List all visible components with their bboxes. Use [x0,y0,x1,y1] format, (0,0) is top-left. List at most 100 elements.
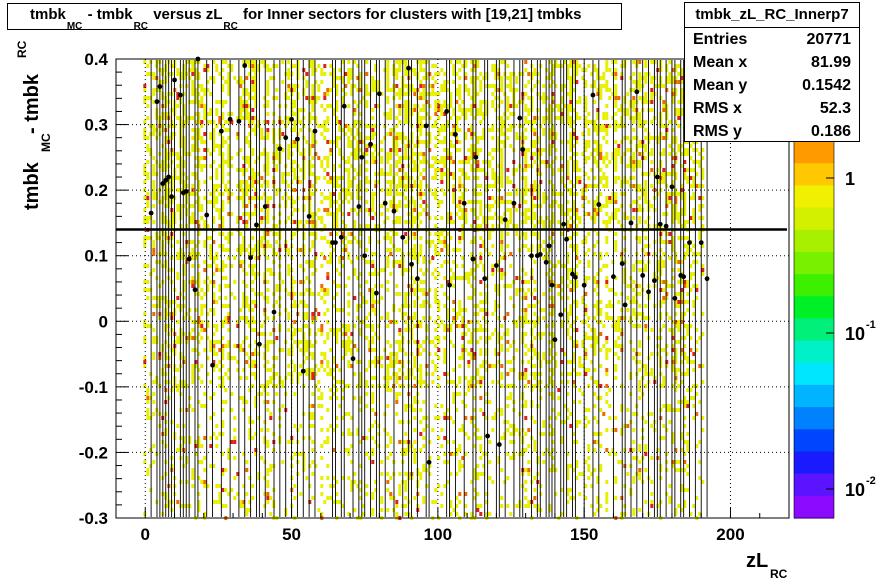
heat-cell [425,484,429,488]
heat-cell [308,340,312,344]
heat-cell [191,100,195,104]
heat-cell [377,360,381,364]
heat-cell [251,172,255,176]
heat-cell [509,84,513,88]
heat-cell [308,208,312,212]
heat-cell [479,104,483,108]
heat-cell [332,220,336,224]
heat-cell [533,120,537,124]
heat-cell [434,252,438,256]
heat-cell [230,120,234,124]
heat-cell [221,156,225,160]
heat-cell [482,128,486,132]
heat-cell [260,220,264,224]
heat-cell [413,236,417,240]
heat-cell [374,212,378,216]
heat-cell [245,220,249,224]
heat-cell [254,104,258,108]
heat-cell [323,292,327,296]
heat-cell [485,416,489,420]
heat-cell [377,88,381,92]
heat-cell [533,132,537,136]
heat-cell [332,476,336,480]
heat-cell [152,240,156,244]
heat-cell [233,256,237,260]
heat-cell [251,496,255,500]
heat-cell [227,172,231,176]
heat-cell [146,192,150,196]
heat-cell [209,164,213,168]
heat-cell [560,420,564,424]
heat-cell [182,424,186,428]
heat-cell [260,244,264,248]
heat-cell [302,340,306,344]
heat-cell [359,360,363,364]
heat-cell [266,220,270,224]
heat-cell [329,64,333,68]
heat-cell [506,284,510,288]
heat-cell [266,184,270,188]
heat-cell [476,64,480,68]
heat-cell [524,92,528,96]
heat-cell [509,396,513,400]
heat-cell [548,504,552,508]
heat-cell [251,168,255,172]
heat-cell [542,84,546,88]
heat-cell [239,148,243,152]
heat-cell [533,232,537,236]
heat-cell [485,204,489,208]
heat-cell [482,244,486,248]
heat-cell [422,108,426,112]
heat-cell [347,292,351,296]
heat-cell [314,116,318,120]
heat-cell [551,160,555,164]
heat-cell [389,152,393,156]
heat-cell [197,200,201,204]
heat-cell [203,116,207,120]
heat-cell [413,384,417,388]
heat-cell [317,396,321,400]
heat-cell [437,308,441,312]
heat-cell [332,360,336,364]
heat-cell [221,84,225,88]
heat-cell [203,328,207,332]
heat-cell [557,220,561,224]
heat-cell [305,96,309,100]
heat-cell [326,364,330,368]
heat-cell [563,420,567,424]
heat-cell [356,104,360,108]
heat-cell [413,356,417,360]
heat-cell [443,240,447,244]
heat-cell [365,168,369,172]
heat-cell [389,108,393,112]
heat-cell [419,476,423,480]
heat-cell [368,344,372,348]
heat-cell [428,240,432,244]
heat-cell [320,416,324,420]
heat-cell [500,100,504,104]
heat-cell [551,72,555,76]
heat-cell [485,392,489,396]
heat-cell [308,200,312,204]
heat-cell [371,204,375,208]
heat-cell [398,92,402,96]
heat-cell [338,204,342,208]
heat-cell [566,168,570,172]
heat-cell [437,384,441,388]
heat-cell [437,232,441,236]
heat-cell [146,104,150,108]
heat-cell [443,260,447,264]
heat-cell [341,388,345,392]
heat-cell [248,188,252,192]
heat-cell [458,376,462,380]
heat-cell [479,376,483,380]
heat-cell [254,256,258,260]
heat-cell [452,276,456,280]
heat-cell [308,344,312,348]
heat-cell [176,188,180,192]
heat-cell [527,444,531,448]
heat-cell [269,468,273,472]
heat-cell [323,288,327,292]
heat-cell [413,312,417,316]
heat-cell [251,84,255,88]
